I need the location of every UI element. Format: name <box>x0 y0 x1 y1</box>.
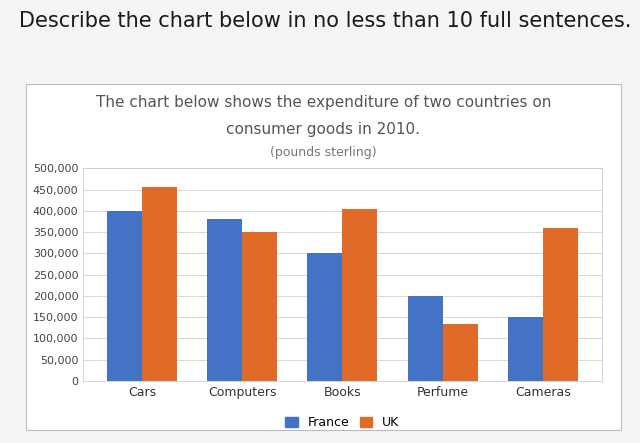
Bar <box>142 187 177 381</box>
Bar <box>207 219 242 381</box>
Legend: France, UK: France, UK <box>280 411 404 434</box>
Text: Describe the chart below in no less than 10 full sentences.: Describe the chart below in no less than… <box>19 11 632 31</box>
Bar <box>443 323 478 381</box>
Bar <box>342 209 378 381</box>
Bar <box>107 211 142 381</box>
Text: consumer goods in 2010.: consumer goods in 2010. <box>226 122 420 137</box>
Text: The chart below shows the expenditure of two countries on: The chart below shows the expenditure of… <box>95 95 551 110</box>
Bar <box>508 317 543 381</box>
Text: (pounds sterling): (pounds sterling) <box>270 146 376 159</box>
Bar <box>307 253 342 381</box>
Bar <box>408 296 443 381</box>
Bar <box>242 232 277 381</box>
Bar <box>543 228 578 381</box>
